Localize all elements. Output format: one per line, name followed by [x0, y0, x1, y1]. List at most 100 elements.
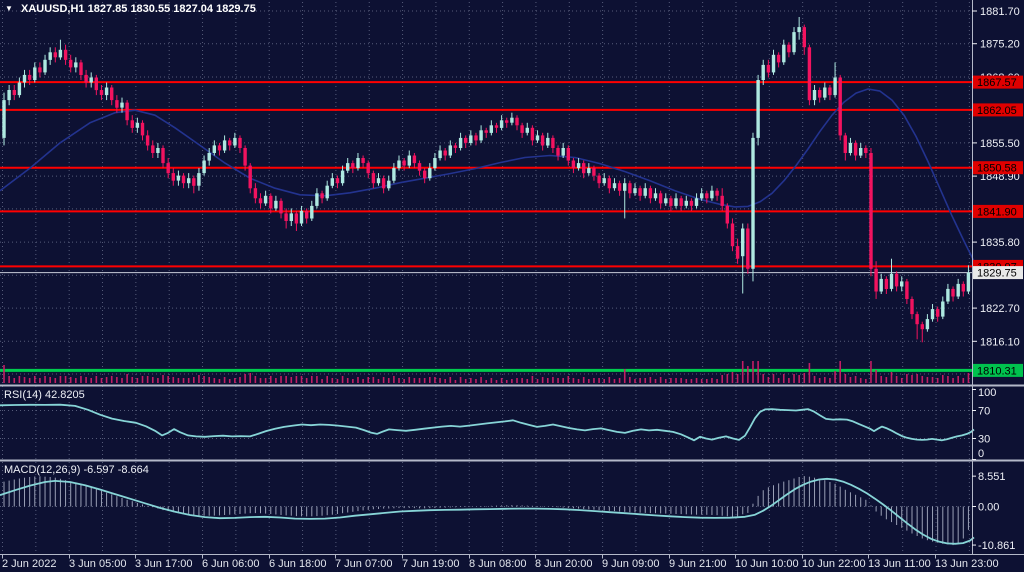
candle-body: [489, 125, 493, 133]
candle-body: [69, 59, 73, 68]
chart-title: ▼ XAUUSD,H1 1827.85 1830.55 1827.04 1829…: [5, 3, 256, 15]
candle-body: [597, 175, 601, 184]
price-badge-label: 1841.90: [977, 206, 1017, 218]
candle-body: [299, 210, 304, 224]
candle-body: [905, 281, 909, 299]
candle-body: [99, 90, 104, 95]
price-badge: [973, 266, 1023, 280]
candle-body: [438, 150, 442, 159]
price-badge: [973, 161, 1023, 175]
price-badge-label: 1850.58: [977, 163, 1017, 175]
chart-ohlc-values: 1827.85 1830.55 1827.04 1829.75: [87, 3, 256, 15]
candle-body: [294, 213, 299, 224]
chart-symbol-label: XAUUSD,H1: [20, 3, 85, 15]
candle-body: [782, 44, 786, 63]
candle-body: [187, 178, 191, 184]
candle-body: [258, 198, 263, 204]
candle-body: [664, 198, 668, 204]
candle-body: [499, 120, 504, 128]
time-axis-label: 9 Jun 21:00: [669, 558, 727, 570]
candle-body: [818, 90, 822, 98]
candle-body: [720, 195, 724, 206]
candle-body: [894, 273, 899, 287]
candle-body: [859, 148, 863, 156]
candle-body: [787, 44, 791, 53]
macd-axis-label: 0.00: [978, 502, 999, 514]
macd-axis-label: 8.551: [978, 471, 1006, 483]
candle-body: [192, 178, 196, 186]
candle-body: [171, 173, 175, 181]
rsi-axis-label: 70: [978, 406, 990, 418]
candle-body: [27, 74, 32, 80]
candle-body: [633, 188, 637, 194]
candle-body: [305, 210, 309, 219]
rsi-axis-label: 100: [978, 387, 996, 399]
candle-body: [392, 168, 396, 181]
candle-body: [884, 278, 889, 289]
time-axis-label: 6 Jun 18:00: [269, 558, 327, 570]
candle-body: [433, 158, 437, 169]
candle-body: [628, 183, 632, 194]
candle-body: [402, 160, 406, 166]
candle-body: [325, 185, 329, 199]
candle-body: [197, 173, 201, 186]
time-axis-label: 8 Jun 20:00: [535, 558, 593, 570]
candle-body: [592, 168, 596, 176]
candle-body: [936, 309, 940, 317]
candle-body: [746, 228, 750, 269]
time-axis-label: 7 Jun 07:00: [335, 558, 393, 570]
candle-body: [653, 193, 658, 199]
candle-body: [689, 200, 694, 206]
candle-body: [946, 288, 950, 302]
candle-body: [479, 130, 483, 141]
price-axis-label: 1855.50: [980, 138, 1020, 150]
candle-body: [874, 268, 878, 292]
candle-body: [505, 120, 509, 123]
chart-marker-icon[interactable]: ▼: [5, 4, 13, 13]
time-axis-label: 13 Jun 11:00: [868, 558, 931, 570]
candle-body: [582, 163, 586, 174]
time-axis-label: 3 Jun 17:00: [135, 558, 193, 570]
macd-axis-label: -10.861: [978, 540, 1015, 552]
candle-body: [12, 90, 16, 95]
candle-body: [243, 148, 247, 166]
rsi-line: [0, 403, 975, 442]
candle-body: [233, 137, 237, 146]
price-badge-label: 1867.57: [977, 77, 1017, 89]
candle-body: [576, 163, 581, 169]
candle-body: [474, 135, 478, 141]
price-badge: [973, 363, 1023, 377]
time-axis-label: 13 Jun 23:00: [935, 558, 999, 570]
candle-body: [515, 117, 519, 126]
candle-body: [48, 52, 52, 60]
price-axis-label: 1875.20: [980, 39, 1020, 51]
price-axis-label: 1881.70: [980, 6, 1020, 18]
candle-body: [966, 272, 971, 292]
macd-indicator-label: MACD(12,26,9) -6.597 -8.664: [4, 464, 149, 476]
candle-body: [212, 145, 216, 153]
candle-body: [807, 47, 812, 101]
candle-body: [340, 170, 345, 184]
candle-body: [94, 77, 98, 91]
price-axis-label: 1822.70: [980, 303, 1020, 315]
candle-body: [207, 153, 211, 161]
time-axis-label: 10 Jun 10:00: [735, 558, 799, 570]
candle-body: [269, 195, 273, 209]
candle-body: [161, 148, 165, 164]
candle-body: [238, 137, 242, 148]
candle-body: [520, 125, 524, 133]
time-axis-label: 9 Jun 09:00: [602, 558, 660, 570]
candle-body: [812, 90, 817, 101]
candle-body: [279, 200, 283, 214]
candle-body: [448, 145, 452, 156]
candle-body: [274, 200, 278, 209]
candle-body: [843, 135, 847, 153]
candle-body: [428, 168, 432, 179]
candle-body: [115, 100, 119, 108]
candle-body: [617, 183, 622, 191]
price-badge-label: 1829.75: [977, 268, 1017, 280]
candle-body: [802, 27, 806, 48]
